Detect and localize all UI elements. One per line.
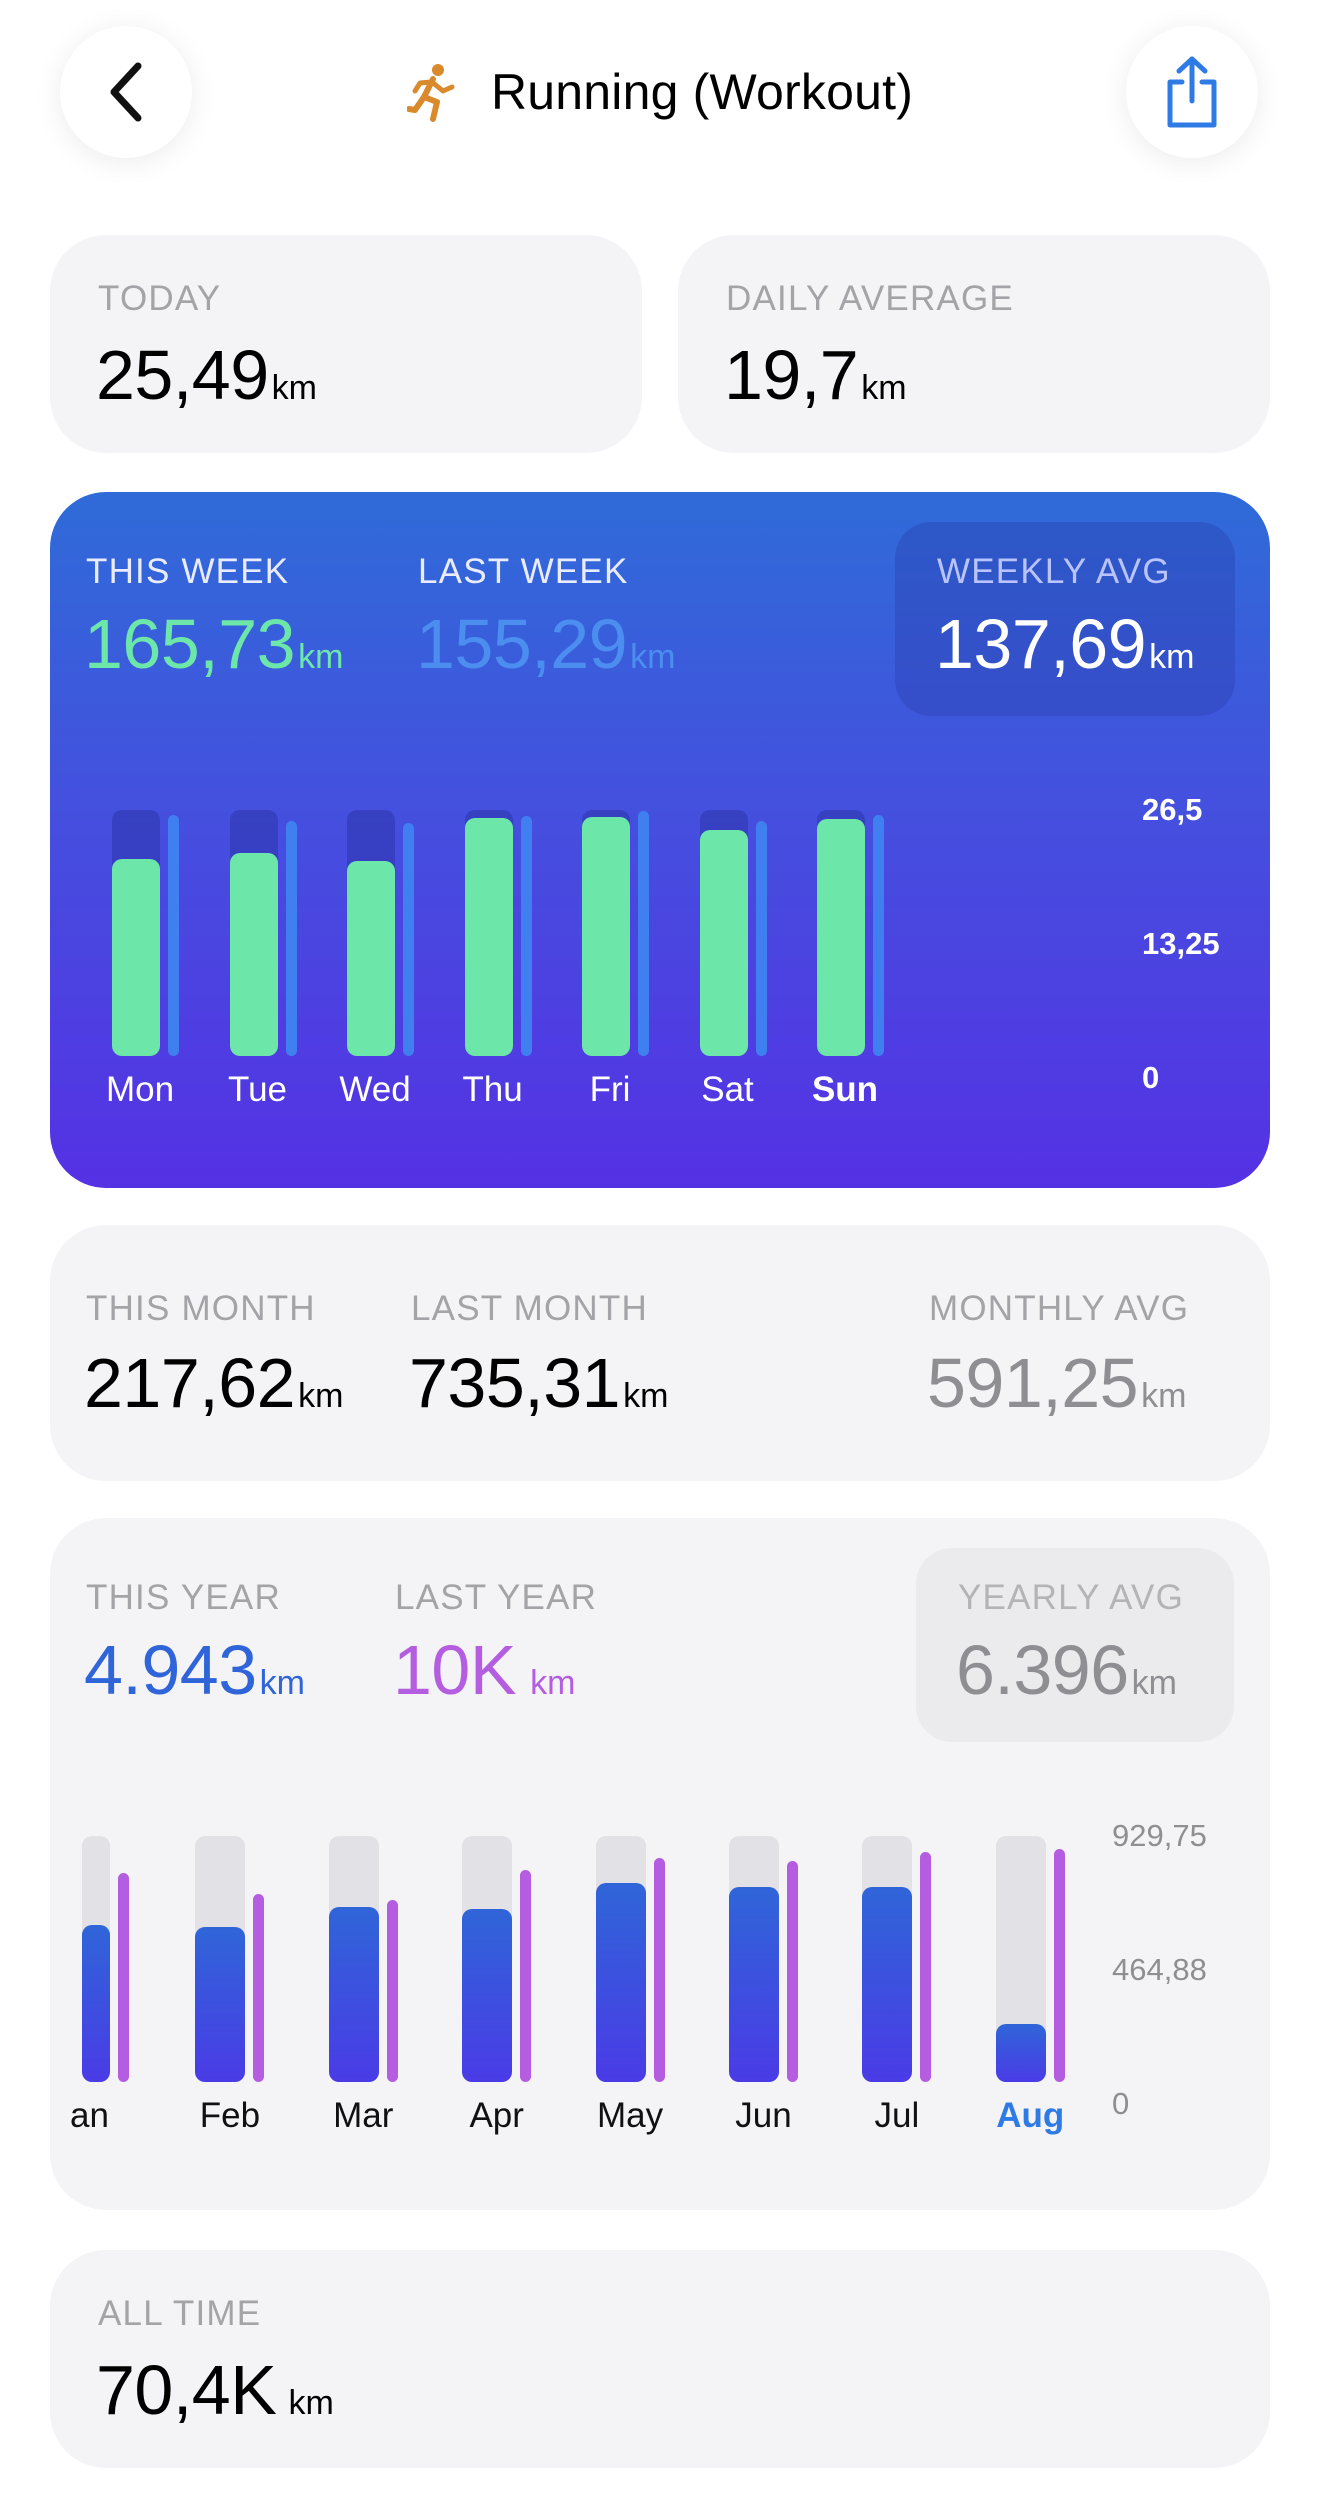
week-day-label-sun: Sun xyxy=(811,1070,879,1109)
page-title: Running (Workout) xyxy=(490,64,914,120)
year-month-label-jun: Jun xyxy=(735,2096,792,2135)
week-day-label-fri: Fri xyxy=(589,1070,631,1109)
yearly-card[interactable]: THIS YEAR 4.943km LAST YEAR 10K km YEARLY… xyxy=(50,1518,1270,2210)
page-header: Running (Workout) xyxy=(0,50,1320,134)
this-year-label: THIS YEAR xyxy=(86,1578,281,1617)
year-bar-last-mar[interactable] xyxy=(386,1900,398,2082)
year-bar-this-feb[interactable] xyxy=(195,1927,246,2082)
today-value: 25,49km xyxy=(96,336,317,414)
week-day-label-tue: Tue xyxy=(227,1070,287,1109)
year-bar-this-mar[interactable] xyxy=(328,1907,379,2082)
yearly-avg-label: YEARLY AVG xyxy=(958,1578,1184,1617)
monthly-card[interactable]: THIS MONTH 217,62km LAST MONTH 735,31km … xyxy=(50,1225,1270,1481)
week-bar-this-fri[interactable] xyxy=(582,817,630,1056)
weekly-avg-box: WEEKLY AVG 137,69km xyxy=(895,522,1235,716)
week-bar-last-tue[interactable] xyxy=(285,821,297,1056)
year-month-label-may: May xyxy=(597,2096,664,2135)
weekly-avg-value: 137,69km xyxy=(935,605,1195,683)
last-week-label: LAST WEEK xyxy=(418,552,629,591)
week-bar-this-thu[interactable] xyxy=(464,818,513,1056)
weekly-avg-label: WEEKLY AVG xyxy=(937,552,1171,591)
week-bar-this-tue[interactable] xyxy=(229,853,278,1056)
week-day-label-wed: Wed xyxy=(339,1070,411,1109)
last-month-label: LAST MONTH xyxy=(411,1289,648,1328)
weekly-card[interactable]: THIS WEEK 165,73km LAST WEEK 155,29km WE… xyxy=(50,492,1270,1188)
yearly-avg-box: YEARLY AVG 6.396km xyxy=(916,1548,1234,1742)
year-bar-this-aug[interactable] xyxy=(995,2024,1046,2082)
week-y-tick-mid: 13,25 xyxy=(1142,926,1220,961)
year-bar-last-an[interactable] xyxy=(118,1873,129,2082)
daily-average-label: DAILY AVERAGE xyxy=(726,279,1014,318)
year-y-tick-mid: 464,88 xyxy=(1112,1952,1207,1987)
yearly-avg-value: 6.396km xyxy=(956,1631,1177,1709)
year-bar-this-apr[interactable] xyxy=(462,1909,513,2082)
week-y-tick-max: 26,5 xyxy=(1142,792,1203,827)
year-bar-last-jun[interactable] xyxy=(787,1861,798,2082)
week-y-tick-zero: 0 xyxy=(1142,1060,1160,1095)
year-bar-this-an[interactable] xyxy=(82,1925,110,2082)
year-bar-last-feb[interactable] xyxy=(253,1894,265,2082)
daily-average-card[interactable]: DAILY AVERAGE 19,7km xyxy=(678,235,1270,453)
week-bar-last-fri[interactable] xyxy=(638,811,649,1056)
last-year-value: 10K km xyxy=(393,1631,576,1709)
year-month-label-apr: Apr xyxy=(469,2096,524,2135)
last-year-label: LAST YEAR xyxy=(395,1578,598,1617)
year-month-label-mar: Mar xyxy=(333,2096,394,2135)
year-month-label-jul: Jul xyxy=(874,2096,920,2135)
share-button[interactable] xyxy=(1126,26,1258,158)
week-bar-last-sat[interactable] xyxy=(755,821,767,1056)
year-bar-last-aug[interactable] xyxy=(1053,1849,1065,2082)
monthly-avg-value: 591,25km xyxy=(927,1344,1187,1422)
daily-average-value: 19,7km xyxy=(724,336,907,414)
week-bar-last-sun[interactable] xyxy=(873,815,884,1056)
year-bar-this-may[interactable] xyxy=(595,1883,646,2082)
year-bar-this-jul[interactable] xyxy=(862,1887,913,2082)
all-time-value: 70,4K km xyxy=(96,2351,334,2429)
week-bar-last-wed[interactable] xyxy=(403,823,414,1056)
this-month-label: THIS MONTH xyxy=(86,1289,316,1328)
year-bar-last-may[interactable] xyxy=(653,1858,665,2082)
this-week-label: THIS WEEK xyxy=(86,552,290,591)
week-bar-last-thu[interactable] xyxy=(520,816,532,1056)
week-day-label-sat: Sat xyxy=(701,1070,754,1109)
year-y-tick-zero: 0 xyxy=(1112,2086,1130,2121)
this-year-value: 4.943km xyxy=(84,1631,305,1709)
last-month-value: 735,31km xyxy=(409,1344,669,1422)
all-time-card[interactable]: ALL TIME 70,4K km xyxy=(50,2250,1270,2468)
today-label: TODAY xyxy=(98,279,222,318)
chevron-left-icon xyxy=(110,62,142,122)
week-bar-this-wed[interactable] xyxy=(347,861,395,1056)
year-month-label-aug: Aug xyxy=(996,2096,1065,2135)
week-bar-last-mon[interactable] xyxy=(168,815,179,1056)
week-day-label-thu: Thu xyxy=(462,1070,523,1109)
year-bar-this-jun[interactable] xyxy=(729,1887,779,2082)
all-time-label: ALL TIME xyxy=(98,2294,262,2333)
year-bar-last-apr[interactable] xyxy=(520,1870,532,2082)
back-button[interactable] xyxy=(60,26,192,158)
year-bar-last-jul[interactable] xyxy=(920,1852,932,2082)
week-day-label-mon: Mon xyxy=(105,1070,175,1109)
share-icon xyxy=(1167,56,1217,128)
this-month-value: 217,62km xyxy=(84,1344,344,1422)
last-week-value: 155,29km xyxy=(416,605,676,683)
today-card[interactable]: TODAY 25,49km xyxy=(50,235,642,453)
running-person-icon xyxy=(406,64,455,122)
year-month-label-feb: Feb xyxy=(199,2096,261,2135)
monthly-avg-label: MONTHLY AVG xyxy=(929,1289,1190,1328)
year-month-label-an: an xyxy=(70,2096,109,2135)
week-bar-this-sat[interactable] xyxy=(699,830,748,1056)
year-y-tick-max: 929,75 xyxy=(1112,1818,1207,1853)
week-bar-this-mon[interactable] xyxy=(112,859,160,1056)
week-bar-this-sun[interactable] xyxy=(817,819,865,1056)
this-week-value: 165,73km xyxy=(84,605,344,683)
